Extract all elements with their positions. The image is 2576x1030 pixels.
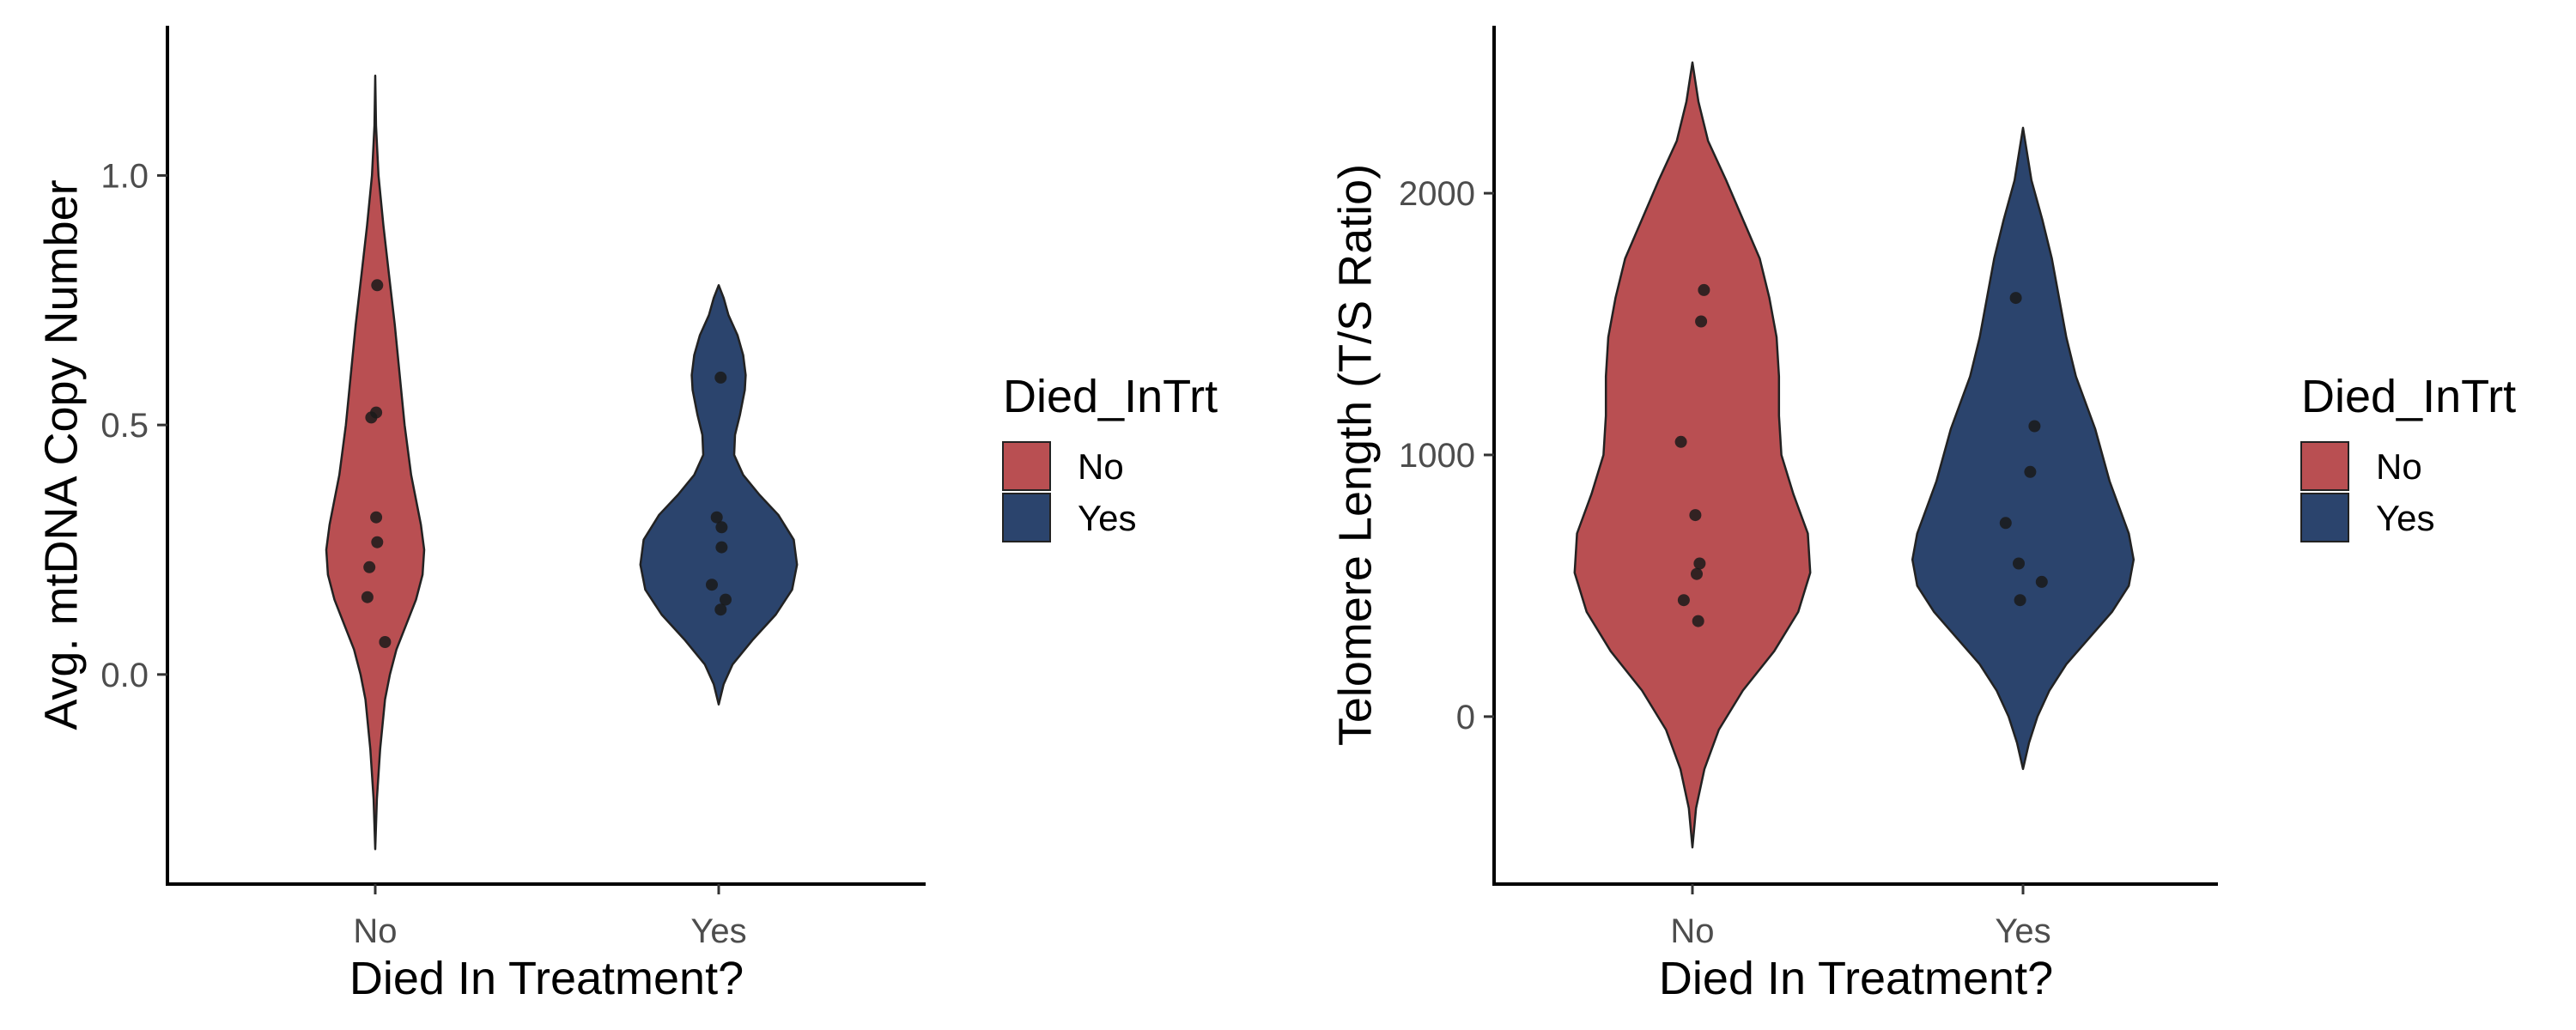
legend-label-no: No [2376,446,2422,487]
legend-key-no [2300,441,2349,491]
data-point [371,279,384,292]
violin-no [1573,61,1812,849]
data-point [714,371,727,384]
x-tick-label: No [1670,912,1714,950]
violins [1573,61,2136,849]
data-point [1692,615,1704,627]
y-tick-label: 0.0 [100,657,149,694]
data-point [715,541,728,554]
violins [325,74,799,851]
x-tick-label: Yes [690,912,746,950]
y-ticks: 0.0 0.5 1.0 [100,157,167,694]
data-point [1695,315,1708,328]
mtdna-violin-panel: 0.0 0.5 1.0 No Yes Died In Treatment? Avg. … [35,26,1218,1004]
data-point [1999,517,2012,530]
data-point [714,603,727,616]
legend-key-no [1002,441,1051,491]
data-point [710,511,723,524]
data-point [1689,509,1702,522]
x-ticks: No Yes [353,884,747,950]
legend: Died_InTrt No Yes [1002,371,1218,542]
data-point [1691,567,1703,580]
y-axis-title: Telomere Length (T/S Ratio) [1329,164,1381,746]
telomere-violin-panel: 0 1000 2000 No Yes Died In Treatment? Telom… [1329,26,2516,1004]
y-tick-label: 0.5 [100,407,149,445]
legend-title: Died_InTrt [2301,371,2516,422]
data-point [365,411,378,424]
x-ticks: No Yes [1670,884,2051,950]
y-tick-label: 1.0 [100,157,149,195]
data-points [1674,283,2048,627]
data-point [2013,557,2025,570]
data-point [2028,420,2041,433]
y-ticks: 0 1000 2000 [1399,175,1494,736]
legend-label-yes: Yes [2376,498,2435,538]
x-axis-title: Died In Treatment? [349,953,744,1004]
data-point [2024,465,2037,478]
legend: Died_InTrt No Yes [2300,371,2516,542]
data-point [720,593,732,606]
legend-label-no: No [1078,446,1124,487]
data-point [715,521,728,534]
x-tick-label: No [353,912,397,950]
y-tick-label: 1000 [1399,437,1475,475]
data-point [2035,575,2048,588]
data-points [361,279,732,648]
data-point [1677,594,1690,607]
y-tick-label: 0 [1456,699,1475,736]
y-tick-label: 2000 [1399,175,1475,213]
violin-yes [1911,126,2136,771]
legend-key-yes [2300,493,2349,542]
legend-label-yes: Yes [1078,498,1137,538]
data-point [371,536,384,548]
violin-yes [639,284,799,706]
data-point [361,591,374,603]
data-point [2014,594,2026,607]
data-point [379,636,392,648]
data-point [363,560,376,573]
violin-no [325,74,426,851]
data-point [1698,283,1710,296]
data-point [1693,557,1706,570]
y-axis-title: Avg. mtDNA Copy Number [35,179,87,730]
data-point [370,511,383,524]
x-tick-label: Yes [1995,912,2050,950]
data-point [2009,292,2022,305]
data-point [706,579,718,591]
legend-title: Died_InTrt [1003,371,1218,422]
legend-key-yes [1002,493,1051,542]
x-axis-title: Died In Treatment? [1659,953,2053,1004]
data-point [1674,435,1687,448]
